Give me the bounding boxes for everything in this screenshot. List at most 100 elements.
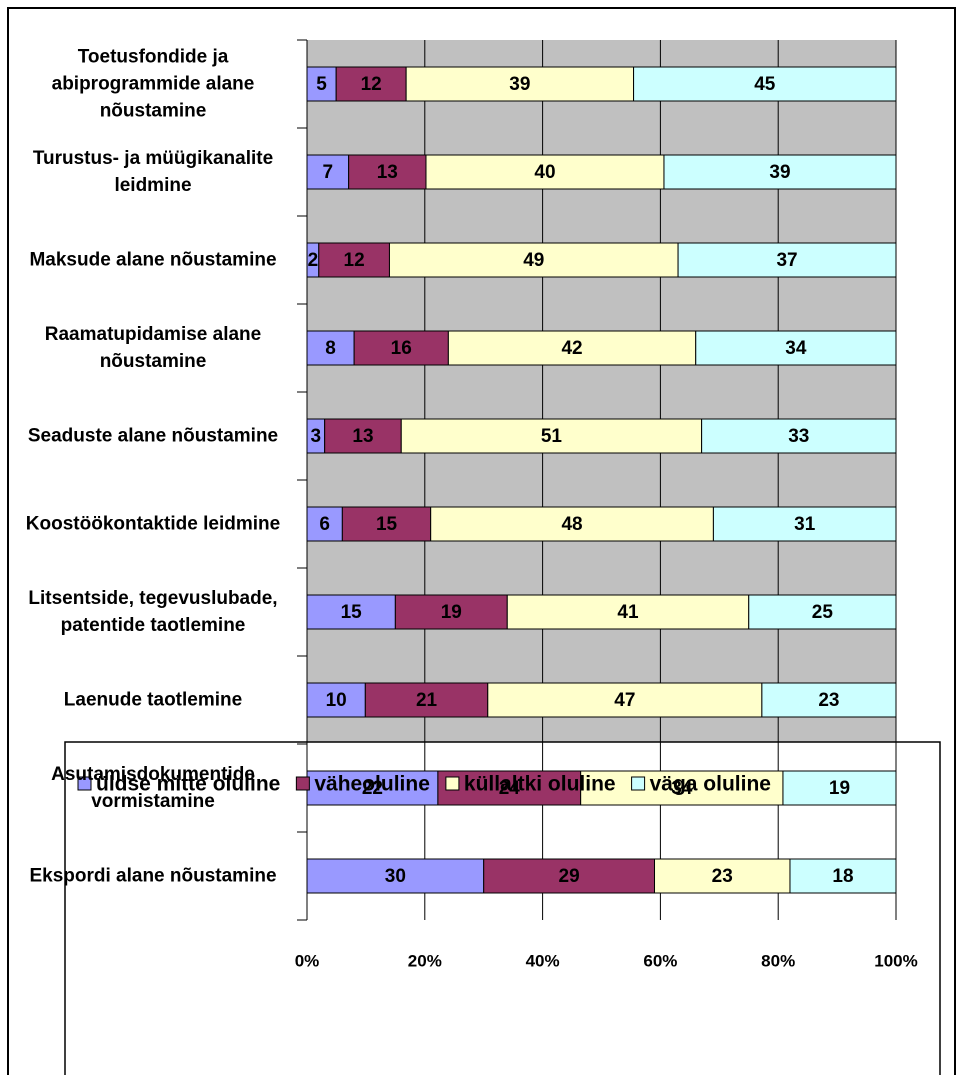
bar-segment bbox=[483, 858, 656, 894]
data-label: 33 bbox=[788, 426, 809, 447]
x-tick-label: 80% bbox=[761, 951, 795, 970]
data-label: 6 bbox=[319, 514, 330, 535]
y-tick-label: Raamatupidamise alane nõustamine bbox=[44, 324, 262, 372]
bar-segment bbox=[335, 66, 407, 102]
y-tick-label: Turustus- ja müügikanalite leidmine bbox=[32, 148, 274, 196]
data-label: 34 bbox=[671, 778, 693, 799]
legend-label: küllaltki oluline bbox=[464, 773, 616, 796]
bar-segment bbox=[353, 330, 449, 366]
bar-segment bbox=[306, 858, 485, 894]
data-label: 19 bbox=[829, 778, 850, 799]
bar-segment bbox=[306, 770, 439, 806]
legend-swatch bbox=[445, 776, 460, 791]
data-label: 7 bbox=[323, 162, 334, 183]
legend-swatch bbox=[77, 776, 92, 791]
bar-segment bbox=[306, 154, 350, 190]
legend-swatch bbox=[631, 776, 646, 791]
data-label: 24 bbox=[499, 778, 521, 799]
data-label: 29 bbox=[559, 866, 580, 887]
data-label: 31 bbox=[794, 514, 816, 535]
data-label: 30 bbox=[385, 866, 406, 887]
data-label: 25 bbox=[812, 602, 834, 623]
data-label: 2 bbox=[308, 250, 319, 271]
bar-segment bbox=[677, 242, 897, 278]
x-tick-label: 0% bbox=[295, 951, 320, 970]
bar-segment bbox=[580, 770, 784, 806]
bar-segment bbox=[712, 506, 897, 542]
bar-segment bbox=[318, 242, 390, 278]
legend-label: väga oluline bbox=[650, 773, 771, 796]
data-label: 22 bbox=[362, 778, 383, 799]
bar-segment bbox=[405, 66, 635, 102]
bar-segment bbox=[782, 770, 897, 806]
y-tick-label: Seaduste alane nõustamine bbox=[27, 425, 279, 447]
y-tick-label: Litsentside, tegevuslubade, patentide ta… bbox=[28, 588, 278, 636]
data-label: 16 bbox=[391, 338, 412, 359]
data-label: 39 bbox=[509, 74, 530, 95]
bar-segment bbox=[306, 330, 355, 366]
legend-label: väheoluline bbox=[314, 773, 430, 796]
y-tick-label: Koostöökontaktide leidmine bbox=[25, 513, 281, 535]
data-label: 12 bbox=[344, 250, 365, 271]
data-label: 21 bbox=[416, 690, 438, 711]
data-label: 8 bbox=[325, 338, 336, 359]
data-label: 51 bbox=[541, 426, 563, 447]
bar-segment bbox=[348, 154, 427, 190]
data-label: 5 bbox=[316, 74, 327, 95]
x-tick-label: 100% bbox=[874, 951, 917, 970]
data-label: 15 bbox=[376, 514, 398, 535]
data-label: 42 bbox=[561, 338, 582, 359]
bar-segment bbox=[306, 682, 366, 718]
data-label: 49 bbox=[523, 250, 544, 271]
bar-segment bbox=[663, 154, 897, 190]
bar-segment bbox=[447, 330, 697, 366]
bar-segment bbox=[695, 330, 897, 366]
bar-segment bbox=[306, 66, 337, 102]
bar-segment bbox=[701, 418, 897, 454]
y-tick-label: Laenude taotlemine bbox=[63, 689, 243, 711]
bar-segment bbox=[487, 682, 763, 718]
bar-segment bbox=[364, 682, 489, 718]
bar-segment bbox=[306, 594, 396, 630]
legend-label: üldse mitte oluline bbox=[96, 773, 280, 796]
data-label: 23 bbox=[818, 690, 839, 711]
y-tick-label: Ekspordi alane nõustamine bbox=[29, 865, 277, 887]
bar-segment bbox=[306, 506, 343, 542]
y-tick-label: Toetusfondide ja abiprogrammide alane nõ… bbox=[51, 46, 255, 122]
x-tick-label: 40% bbox=[526, 951, 560, 970]
data-label: 40 bbox=[534, 162, 555, 183]
data-label: 12 bbox=[361, 74, 382, 95]
data-label: 18 bbox=[832, 866, 853, 887]
data-label: 3 bbox=[311, 426, 322, 447]
data-label: 10 bbox=[326, 690, 347, 711]
bar-segment bbox=[748, 594, 897, 630]
bar-segment bbox=[394, 594, 508, 630]
data-label: 47 bbox=[614, 690, 635, 711]
bar-segment bbox=[388, 242, 679, 278]
bar-segment bbox=[425, 154, 665, 190]
legend-swatch bbox=[295, 776, 310, 791]
data-label: 19 bbox=[441, 602, 462, 623]
data-label: 23 bbox=[712, 866, 733, 887]
data-label: 41 bbox=[617, 602, 639, 623]
bar-segment bbox=[789, 858, 897, 894]
y-tick-label: Asutamisdokumentide vormistamine bbox=[51, 764, 255, 812]
data-label: 15 bbox=[341, 602, 363, 623]
data-label: 39 bbox=[769, 162, 790, 183]
data-label: 13 bbox=[377, 162, 398, 183]
bar-segment bbox=[400, 418, 703, 454]
data-label: 34 bbox=[785, 338, 807, 359]
data-label: 37 bbox=[776, 250, 797, 271]
data-label: 13 bbox=[352, 426, 373, 447]
y-tick-label: Maksude alane nõustamine bbox=[29, 249, 277, 271]
bar-segment bbox=[654, 858, 791, 894]
data-label: 48 bbox=[561, 514, 582, 535]
bar-segment bbox=[761, 682, 897, 718]
x-tick-label: 20% bbox=[408, 951, 442, 970]
data-label: 45 bbox=[754, 74, 776, 95]
x-tick-label: 60% bbox=[643, 951, 677, 970]
bar-segment bbox=[633, 66, 897, 102]
bar-segment bbox=[430, 506, 714, 542]
